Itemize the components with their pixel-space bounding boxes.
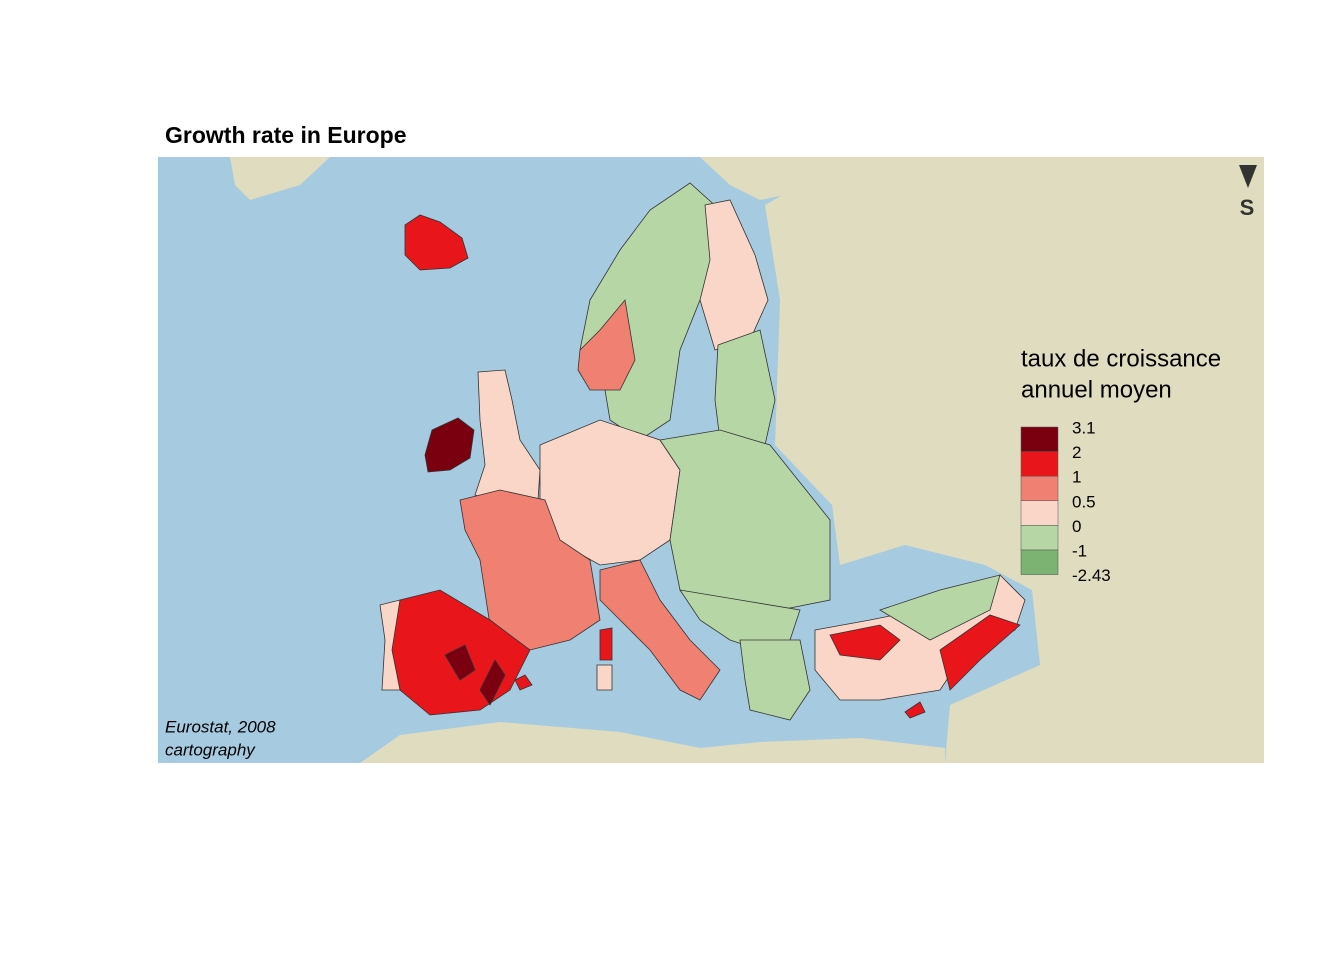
region [939, 614, 1021, 691]
region [599, 627, 613, 661]
legend-swatch [1020, 451, 1059, 477]
legend-label: 0.5 [1072, 492, 1096, 511]
region [879, 574, 1001, 641]
land [230, 157, 330, 200]
region [514, 674, 533, 691]
legend-label: 3.1 [1072, 418, 1096, 437]
legend-label: 0 [1072, 517, 1081, 536]
legend-swatch [1020, 475, 1059, 502]
region [479, 659, 506, 706]
map-title: Growth rate in Europe [165, 122, 407, 148]
legend-label: 2 [1072, 443, 1081, 462]
legend-label: -2.43 [1072, 566, 1111, 585]
land [765, 157, 1264, 763]
region [444, 644, 476, 681]
legend-swatch [1020, 426, 1059, 452]
land [360, 722, 945, 763]
legend-swatch [1020, 549, 1059, 575]
legend-swatch [1020, 525, 1059, 551]
region [904, 701, 926, 719]
legend-title: taux de croissance [1021, 345, 1221, 372]
source: cartography [165, 740, 256, 759]
region [379, 599, 401, 691]
north-label: S [1240, 195, 1255, 220]
legend-label: -1 [1072, 541, 1087, 560]
north-arrow [1239, 165, 1257, 188]
region [829, 624, 901, 661]
region [577, 299, 636, 391]
map [158, 157, 1264, 763]
region [459, 489, 601, 651]
legend-label: 1 [1072, 468, 1081, 487]
region [424, 417, 475, 473]
legend-title: annuel moyen [1021, 376, 1172, 403]
region [739, 639, 811, 721]
region [599, 559, 721, 701]
land [700, 157, 830, 200]
region [596, 664, 613, 691]
legend-swatch [1020, 500, 1059, 526]
source: Eurostat, 2008 [165, 717, 276, 736]
region [404, 214, 469, 271]
